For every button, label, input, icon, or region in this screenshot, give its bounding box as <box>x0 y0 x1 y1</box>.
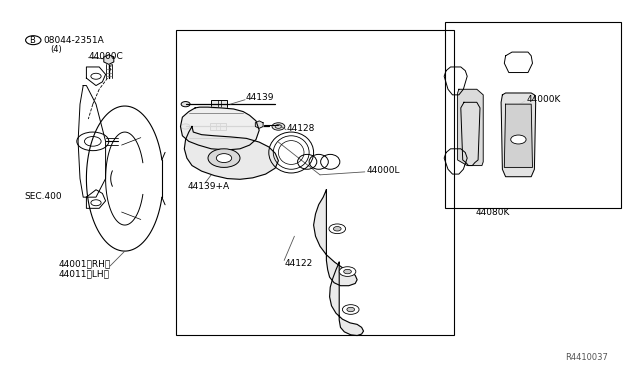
Bar <box>210 123 226 130</box>
Text: 44080K: 44080K <box>476 208 510 217</box>
Polygon shape <box>314 190 357 286</box>
Polygon shape <box>104 55 114 64</box>
Text: 44128: 44128 <box>287 124 315 133</box>
Text: 08044-2351A: 08044-2351A <box>43 36 104 45</box>
Text: (4): (4) <box>50 45 61 54</box>
Text: 44000L: 44000L <box>366 166 399 175</box>
Bar <box>211 100 227 108</box>
Text: B: B <box>29 36 35 45</box>
Text: 44000C: 44000C <box>88 52 123 61</box>
Circle shape <box>511 135 526 144</box>
Circle shape <box>208 149 240 167</box>
Polygon shape <box>458 89 483 166</box>
Polygon shape <box>461 102 480 166</box>
Text: 44011〈LH〉: 44011〈LH〉 <box>59 270 110 279</box>
Polygon shape <box>330 262 364 336</box>
Circle shape <box>333 227 341 231</box>
Circle shape <box>216 154 232 163</box>
Text: 44122: 44122 <box>285 259 313 268</box>
Circle shape <box>272 123 285 130</box>
Text: 44000K: 44000K <box>526 95 561 104</box>
Circle shape <box>339 267 356 276</box>
Circle shape <box>329 224 346 234</box>
Text: 44001〈RH〉: 44001〈RH〉 <box>59 260 111 269</box>
Bar <box>445 22 621 208</box>
Bar <box>176 30 454 335</box>
Text: 44139+A: 44139+A <box>188 182 230 190</box>
Circle shape <box>181 102 190 107</box>
Text: 44139: 44139 <box>245 93 274 102</box>
Circle shape <box>181 124 190 129</box>
Text: R4410037: R4410037 <box>565 353 608 362</box>
Circle shape <box>344 269 351 274</box>
Polygon shape <box>180 107 259 150</box>
Text: SEC.400: SEC.400 <box>24 192 62 201</box>
Polygon shape <box>504 104 532 167</box>
Polygon shape <box>184 126 278 179</box>
Polygon shape <box>255 121 263 128</box>
Circle shape <box>347 307 355 312</box>
Circle shape <box>342 305 359 314</box>
Polygon shape <box>501 93 536 177</box>
